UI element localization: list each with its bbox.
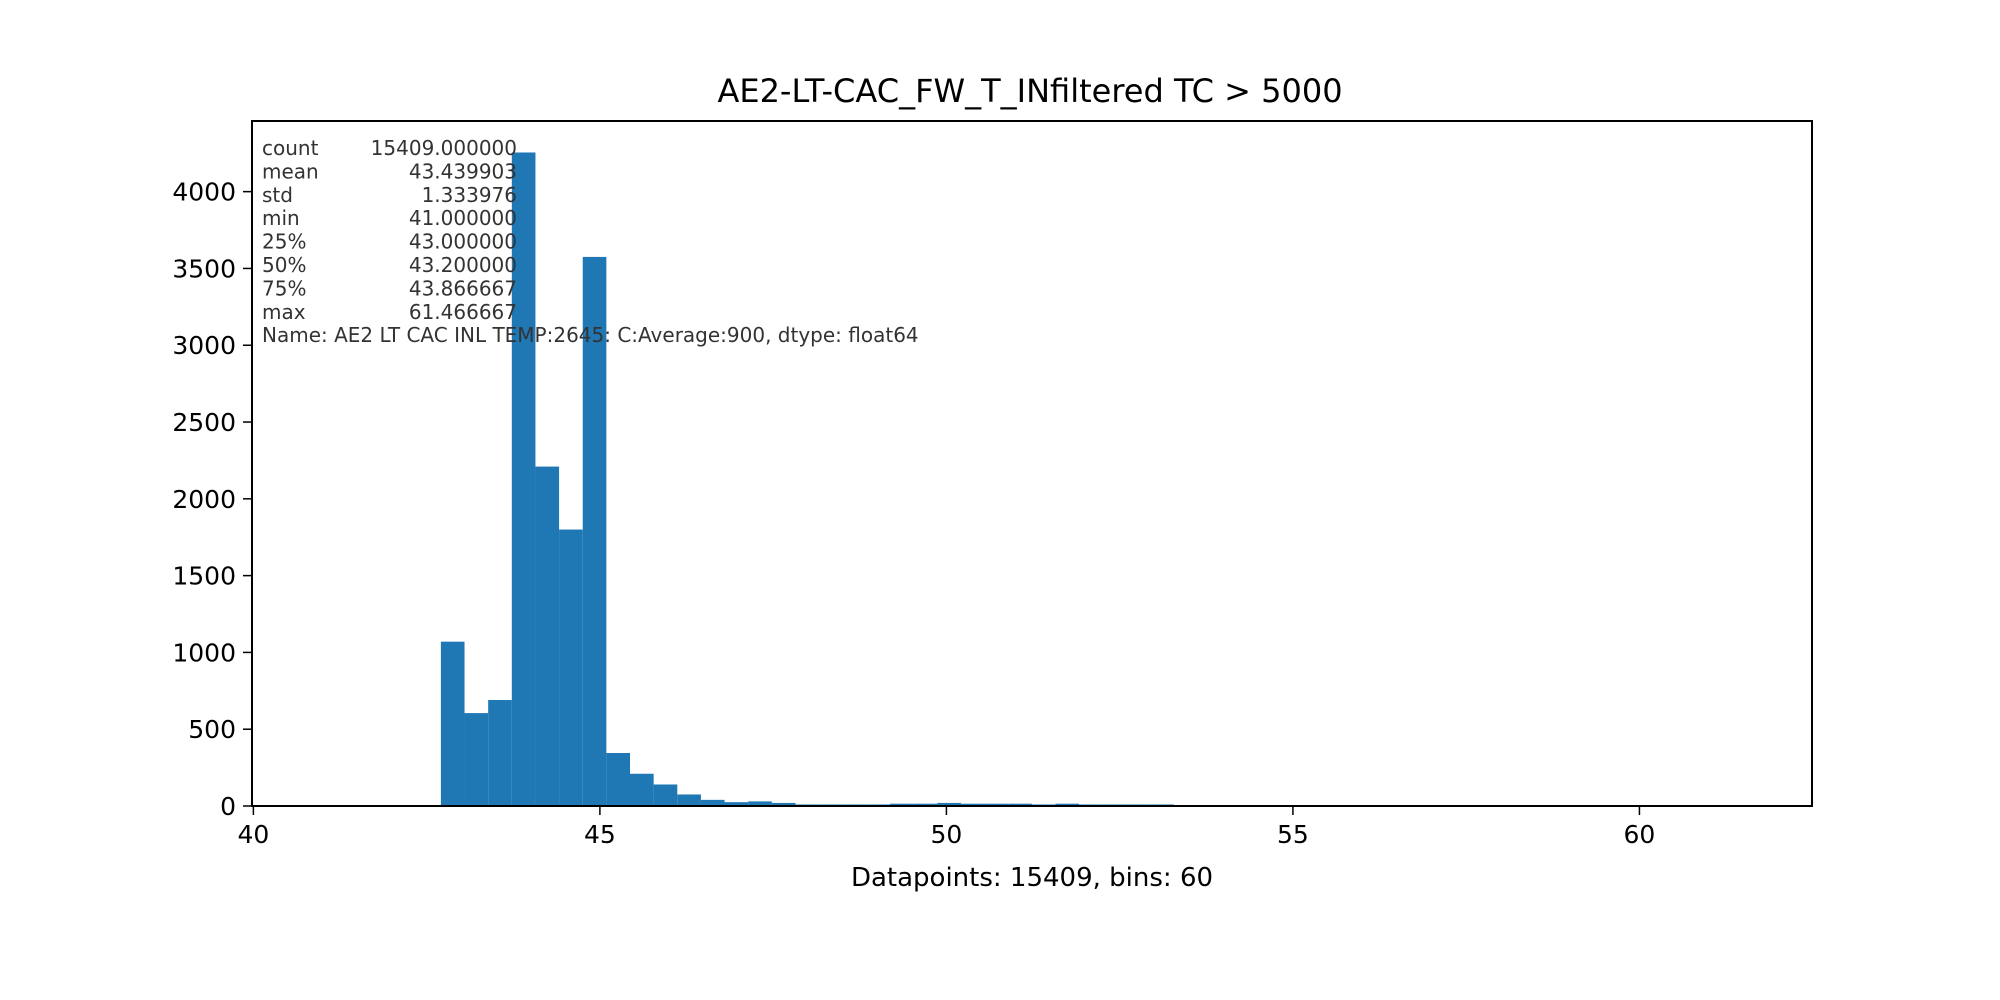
histogram-bar [937, 802, 961, 806]
bars-group [440, 152, 1742, 807]
x-tick-label: 55 [1277, 820, 1309, 849]
y-tick-label: 4000 [172, 178, 236, 207]
histogram-bar [559, 529, 583, 806]
x-tick-label: 60 [1624, 820, 1656, 849]
stat-value: 1.333976 [422, 183, 517, 207]
y-tick-label: 3500 [172, 254, 236, 283]
histogram-bar [1055, 803, 1080, 806]
histogram-bar [535, 466, 560, 806]
y-axis: 0 500 1000 1500 2000 2500 3000 3500 4000 [172, 178, 252, 821]
histogram-bar [913, 803, 938, 806]
histogram-bar [700, 799, 725, 806]
x-tick-label: 40 [237, 820, 269, 849]
x-axis-label: Datapoints: 15409, bins: 60 [851, 863, 1213, 893]
stat-value: 43.439903 [409, 159, 517, 183]
histogram-bar [960, 803, 985, 806]
histogram-bar [511, 152, 536, 807]
y-tick-label: 1000 [172, 638, 236, 667]
stat-value: 43.866667 [409, 276, 517, 300]
histogram-bar [630, 773, 654, 806]
stat-value: 15409.000000 [371, 136, 517, 160]
x-tick-label: 45 [584, 820, 616, 849]
y-tick-label: 2500 [172, 408, 236, 437]
stat-name: 75% [262, 276, 306, 300]
histogram-bar [440, 641, 465, 806]
histogram-bar [771, 802, 796, 806]
histogram-bar [748, 801, 772, 806]
histogram-bar [677, 794, 701, 806]
stat-name: min [262, 206, 300, 230]
plot-area-frame [251, 120, 1813, 807]
x-tick-label: 50 [931, 820, 963, 849]
histogram-bar [582, 256, 607, 806]
histogram-bar [464, 713, 489, 806]
y-tick-label: 3000 [172, 331, 236, 360]
chart-title: AE2-LT-CAC_FW_T_INfiltered TC > 5000 [717, 72, 1342, 110]
stat-name: max [262, 300, 306, 324]
histogram-bar [1008, 803, 1032, 806]
histogram-bar [488, 700, 512, 806]
stat-value: 41.000000 [409, 206, 517, 230]
histogram-bar [890, 803, 914, 806]
stat-name: 25% [262, 230, 306, 254]
histogram-bar [606, 753, 631, 806]
histogram-bar [724, 802, 749, 806]
stat-name: std [262, 183, 293, 207]
stat-value: 61.466667 [409, 300, 517, 324]
x-axis: 40 45 50 55 60 [237, 806, 1655, 849]
stat-name: 50% [262, 253, 306, 277]
stat-value: 43.000000 [409, 230, 517, 254]
histogram-bar [653, 784, 678, 806]
stat-name: mean [262, 159, 319, 183]
stat-name: count [262, 136, 319, 160]
y-tick-label: 1500 [172, 562, 236, 591]
y-tick-label: 500 [188, 715, 236, 744]
stats-footer: Name: AE2 LT CAC INL TEMP:2645: C:Averag… [262, 323, 919, 347]
stat-value: 43.200000 [409, 253, 517, 277]
histogram-bar [984, 803, 1009, 806]
y-tick-label: 0 [220, 792, 236, 821]
y-tick-label: 2000 [172, 485, 236, 514]
stats-annotation: count 15409.000000 mean 43.439903 std 1.33397… [262, 136, 919, 347]
